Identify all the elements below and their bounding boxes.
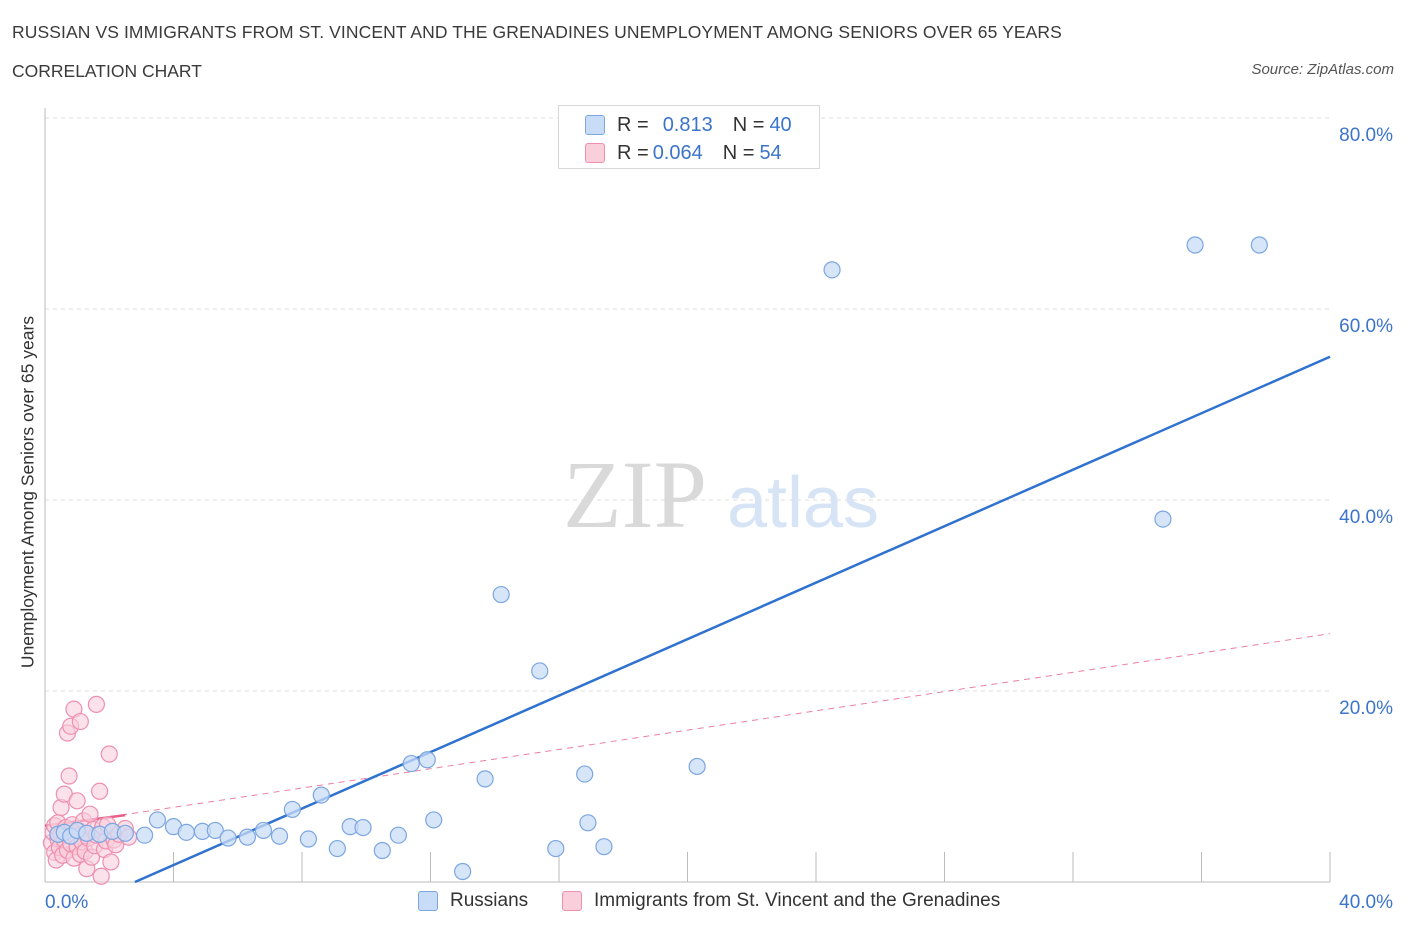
legend-swatch-pink (585, 143, 605, 163)
data-point-russians (299, 830, 318, 848)
stats-legend-row-russians: R = 0.813 N = 40 (585, 113, 792, 137)
data-point-russians (389, 826, 407, 844)
data-point-russians (206, 821, 224, 840)
data-point-russians (238, 828, 256, 846)
data-point-russians (135, 826, 154, 844)
trend-line-russians (134, 355, 1331, 884)
trend-lines (44, 355, 1331, 884)
y-axis-label: Unemployment Among Seniors over 65 years (17, 315, 38, 669)
data-point-russians (492, 585, 510, 604)
series-legend-russians: Russians (418, 890, 528, 912)
watermark-atlas: atlas (727, 463, 879, 543)
chart-subtitle: CORRELATION CHART (12, 61, 202, 81)
data-point-russians (116, 824, 134, 842)
series-name-immigrants: Immigrants from St. Vincent and the Gren… (594, 890, 1001, 911)
series-legend: Russians Immigrants from St. Vincent and… (0, 890, 1406, 916)
chart-title: RUSSIAN VS IMMIGRANTS FROM ST. VINCENT A… (12, 22, 1062, 42)
legend-n-label: N = (722, 141, 755, 164)
data-point-russians (402, 754, 420, 773)
tick-labels: 20.0% 40.0% 60.0% 80.0% 0.0% 40.0% (45, 125, 1393, 913)
grid-lines (45, 117, 1330, 692)
stats-legend-row-immigrants: R = 0.064 N = 54 (585, 141, 782, 165)
data-point-russians (177, 823, 195, 841)
data-point-russians (1186, 236, 1204, 254)
data-point-russians (531, 662, 549, 680)
series-swatch-pink (562, 891, 582, 911)
data-point-russians (476, 770, 494, 788)
y-tick-label: 80.0% (1339, 125, 1393, 146)
data-point-immigrants (91, 782, 109, 800)
data-point-russians (418, 751, 436, 769)
data-point-russians (688, 757, 706, 776)
data-point-immigrants (68, 792, 86, 810)
data-point-immigrants (71, 712, 89, 731)
y-tick-label: 60.0% (1339, 316, 1393, 337)
series-swatch-blue (418, 891, 438, 911)
data-point-russians (576, 765, 594, 783)
data-point-immigrants (60, 767, 78, 785)
data-point-russians (283, 800, 301, 819)
legend-swatch-blue (585, 115, 605, 135)
data-point-russians (425, 811, 443, 829)
data-points (42, 236, 1268, 885)
legend-r-label: R = (617, 141, 649, 164)
data-point-russians (579, 814, 597, 832)
axes (44, 108, 1331, 883)
data-point-russians (1154, 510, 1172, 528)
data-point-immigrants (81, 805, 99, 823)
data-point-russians (547, 839, 565, 858)
y-tick-label: 20.0% (1339, 698, 1393, 719)
data-point-russians (595, 838, 613, 856)
data-point-immigrants (87, 695, 106, 713)
legend-r-label: R = (617, 113, 649, 136)
source-credit: Source: ZipAtlas.com (1251, 61, 1394, 78)
y-tick-label: 40.0% (1339, 507, 1393, 528)
watermark-zip: ZIP (563, 441, 707, 548)
data-point-russians (270, 827, 289, 845)
trend-line-immigrants (44, 633, 1331, 828)
data-point-russians (454, 862, 472, 881)
data-point-russians (219, 829, 237, 847)
legend-n-label: N = (732, 113, 765, 136)
data-point-russians (354, 818, 372, 837)
series-name-russians: Russians (450, 890, 529, 911)
legend-r-value: 0.813 (662, 113, 713, 136)
data-point-russians (254, 821, 273, 840)
data-point-russians (328, 839, 346, 858)
x-tick-label: 0.0% (45, 892, 88, 913)
data-point-immigrants (102, 853, 120, 871)
data-point-russians (823, 261, 841, 279)
data-point-immigrants (100, 745, 118, 763)
x-tick-label: 40.0% (1339, 892, 1393, 913)
series-legend-immigrants: Immigrants from St. Vincent and the Gren… (562, 890, 1000, 912)
legend-n-value: 40 (769, 113, 792, 136)
data-point-immigrants (92, 867, 110, 885)
data-point-russians (1250, 236, 1268, 254)
data-point-russians (148, 811, 167, 829)
stats-legend: R = 0.813 N = 40 R = 0.064 N = 54 (558, 105, 820, 169)
legend-n-value: 54 (759, 141, 782, 164)
legend-r-value: 0.064 (652, 141, 703, 164)
data-point-russians (312, 786, 330, 804)
data-point-russians (373, 841, 391, 860)
